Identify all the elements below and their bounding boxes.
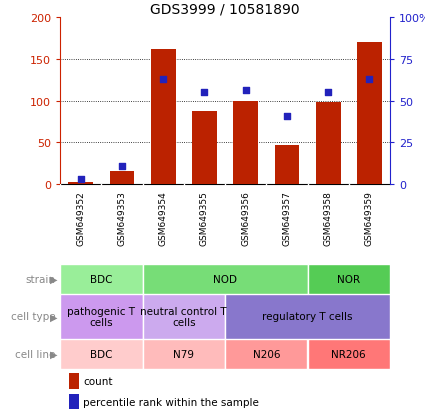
Bar xyxy=(110,172,134,185)
Point xyxy=(201,90,208,96)
Text: GSM649356: GSM649356 xyxy=(241,191,250,246)
Bar xyxy=(275,145,299,185)
Point xyxy=(160,76,167,83)
Text: GSM649358: GSM649358 xyxy=(323,191,333,246)
Bar xyxy=(357,43,382,185)
Bar xyxy=(68,394,79,409)
Bar xyxy=(225,339,308,369)
Bar xyxy=(192,112,217,185)
Text: count: count xyxy=(83,376,113,387)
Point xyxy=(77,176,84,183)
Text: BDC: BDC xyxy=(90,274,113,284)
Text: N79: N79 xyxy=(173,349,194,359)
Text: N206: N206 xyxy=(252,349,280,359)
Bar xyxy=(308,339,390,369)
Text: NR206: NR206 xyxy=(332,349,366,359)
Text: GSM649359: GSM649359 xyxy=(365,191,374,246)
Text: percentile rank within the sample: percentile rank within the sample xyxy=(83,397,259,407)
Text: regulatory T cells: regulatory T cells xyxy=(262,312,353,322)
Text: strain: strain xyxy=(26,274,56,284)
Bar xyxy=(60,294,142,339)
Point xyxy=(325,90,332,96)
Text: GSM649353: GSM649353 xyxy=(117,191,126,246)
Text: GSM649354: GSM649354 xyxy=(159,191,167,246)
Text: neutral control T
cells: neutral control T cells xyxy=(140,306,227,328)
Bar xyxy=(142,264,308,294)
Bar xyxy=(60,339,142,369)
Bar xyxy=(68,183,93,185)
Bar xyxy=(151,50,176,185)
Text: ▶: ▶ xyxy=(51,349,58,359)
Text: GSM649357: GSM649357 xyxy=(282,191,292,246)
Text: BDC: BDC xyxy=(90,349,113,359)
Text: ▶: ▶ xyxy=(51,312,58,322)
Bar xyxy=(316,103,340,185)
Bar xyxy=(308,264,390,294)
Bar xyxy=(233,102,258,185)
Text: GSM649352: GSM649352 xyxy=(76,191,85,246)
Text: cell type: cell type xyxy=(11,312,56,322)
Text: GSM649355: GSM649355 xyxy=(200,191,209,246)
Title: GDS3999 / 10581890: GDS3999 / 10581890 xyxy=(150,3,300,17)
Bar xyxy=(142,294,225,339)
Bar xyxy=(68,373,79,389)
Point xyxy=(242,88,249,95)
Text: NOD: NOD xyxy=(213,274,237,284)
Bar xyxy=(142,339,225,369)
Text: ▶: ▶ xyxy=(51,274,58,284)
Point xyxy=(119,163,125,169)
Point xyxy=(366,76,373,83)
Text: NOR: NOR xyxy=(337,274,360,284)
Text: cell line: cell line xyxy=(15,349,56,359)
Text: pathogenic T
cells: pathogenic T cells xyxy=(67,306,135,328)
Bar xyxy=(225,294,390,339)
Bar xyxy=(60,264,142,294)
Point xyxy=(283,113,290,119)
